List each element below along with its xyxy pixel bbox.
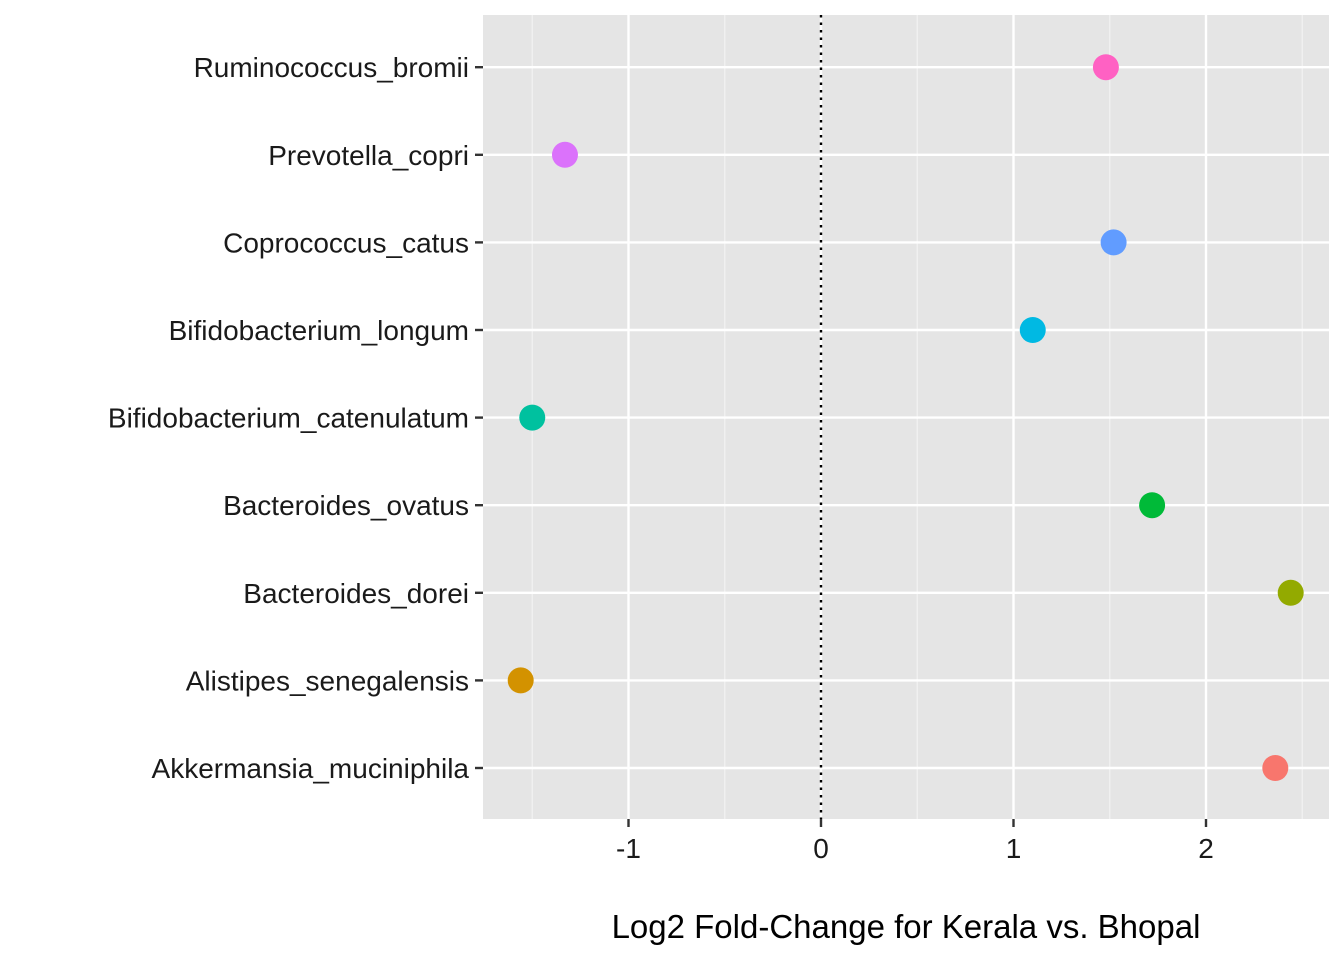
y-tick-label: Coprococcus_catus bbox=[223, 227, 469, 258]
y-tick-label: Akkermansia_muciniphila bbox=[152, 753, 470, 784]
data-point bbox=[551, 141, 578, 168]
data-points bbox=[507, 54, 1304, 781]
data-point bbox=[507, 667, 534, 694]
x-tick-label: 2 bbox=[1198, 833, 1214, 864]
data-point bbox=[519, 404, 546, 431]
y-tick-label: Alistipes_senegalensis bbox=[186, 665, 469, 696]
y-tick-label: Ruminococcus_bromii bbox=[194, 52, 469, 83]
data-point bbox=[1019, 317, 1046, 343]
data-point bbox=[1092, 54, 1119, 81]
major-gridlines bbox=[483, 15, 1329, 819]
y-axis: Akkermansia_muciniphila Alistipes_senegal… bbox=[108, 52, 483, 784]
y-tick-label: Bacteroides_dorei bbox=[243, 578, 469, 609]
data-point bbox=[1262, 755, 1289, 781]
x-tick-label: 0 bbox=[813, 833, 829, 864]
x-axis-title: Log2 Fold-Change for Kerala vs. Bhopal bbox=[612, 908, 1201, 945]
y-tick-label: Bifidobacterium_longum bbox=[169, 315, 469, 346]
y-tick-label: Bifidobacterium_catenulatum bbox=[108, 403, 469, 434]
y-tick-label: Prevotella_copri bbox=[268, 140, 469, 171]
x-tick-label: 1 bbox=[1006, 833, 1022, 864]
y-tick-label: Bacteroides_ovatus bbox=[223, 490, 469, 521]
x-axis: -1 0 1 2 bbox=[616, 819, 1214, 864]
data-point bbox=[1277, 579, 1304, 606]
data-point bbox=[1100, 229, 1127, 256]
x-tick-label: -1 bbox=[616, 833, 641, 864]
data-point bbox=[1139, 492, 1166, 519]
